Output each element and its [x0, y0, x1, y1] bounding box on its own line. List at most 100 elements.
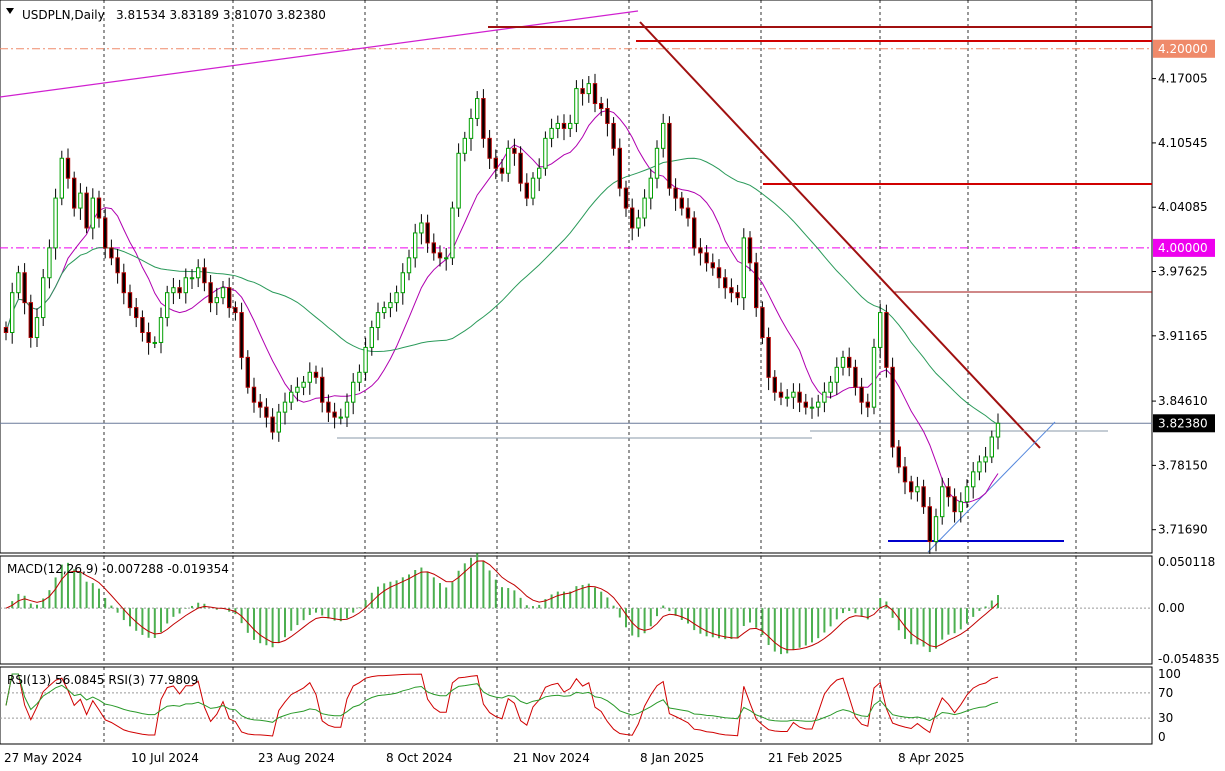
candle-bull [419, 222, 424, 234]
price-tag-label: 4.00000 [1158, 241, 1208, 255]
candle-bull [388, 302, 393, 309]
candle-bear [251, 386, 257, 403]
candle-bull [307, 371, 312, 383]
candle-bull [363, 346, 368, 373]
candle-bull [338, 416, 343, 419]
horizontal-levels [0, 48, 1152, 424]
price-tag: 4.20000 [1153, 39, 1215, 58]
candle-bear [778, 391, 784, 398]
candle-bull [506, 147, 511, 174]
candle-bear [599, 103, 604, 110]
candle-bull [295, 386, 300, 393]
candle-bear [518, 152, 523, 184]
price-axis-label: 4.17005 [1158, 72, 1208, 86]
candle-bear [28, 302, 33, 338]
candle-bull [282, 401, 288, 413]
candle-bear [512, 147, 517, 154]
candle-bull [958, 501, 963, 513]
candle-bull [59, 157, 64, 199]
candle-bear [772, 376, 777, 393]
candle-bear [425, 222, 430, 244]
candle-bear [320, 376, 325, 403]
candle-bull [834, 366, 839, 383]
candle-bear [884, 312, 889, 368]
rsi-label: RSI(13) 56.0845 RSI(3) 77.9809 [7, 673, 198, 687]
candle-bear [685, 207, 691, 219]
candle-bull [648, 177, 653, 199]
macd-signal-line [5, 560, 999, 651]
rsi-pane[interactable]: RSI(13) 56.0845 RSI(3) 77.9809 [0, 666, 1153, 745]
dropdown-triangle-icon[interactable] [6, 8, 14, 14]
candle-bull [375, 312, 381, 329]
candle-bull [357, 371, 362, 383]
price-tag-box [1153, 39, 1215, 58]
candle-bull [468, 117, 474, 139]
candle-bear [611, 122, 616, 149]
candle-bull [394, 292, 399, 304]
candle-bull [10, 292, 15, 333]
candle-bear [592, 83, 598, 105]
ma-long-line [5, 157, 999, 426]
candle-bear [710, 262, 715, 269]
candle-bull [90, 197, 95, 229]
candle-bull [382, 307, 387, 314]
candle-bull [351, 381, 356, 403]
rsi-axis: 100 70 30 0 [1158, 667, 1181, 744]
main-price-pane[interactable]: USDPLN,Daily 3.81534 3.83189 3.81070 3.8… [0, 0, 1153, 554]
candle-bear [332, 411, 337, 418]
candle-bull [152, 341, 157, 344]
descending-trendline [639, 21, 1041, 449]
price-tags: 4.20000 4.00000 3.82380 [1153, 39, 1215, 433]
candle-bear [561, 122, 567, 129]
magenta-trendline [0, 10, 639, 98]
candle-bear [115, 257, 120, 274]
price-axis-label: 3.97625 [1158, 265, 1208, 279]
price-axis-label: 3.78150 [1158, 458, 1208, 472]
candle-bull [189, 277, 195, 280]
candle-bull [450, 207, 455, 259]
rsi-lines [5, 673, 999, 737]
rsi3-line [5, 673, 999, 737]
candle-bear [580, 88, 585, 95]
macd-axis-label: 0.00 [1158, 601, 1185, 615]
price-axis: 4.17005 4.10545 4.04085 3.97625 3.91165 3.846… [1152, 72, 1208, 537]
price-tag: 4.00000 [1153, 238, 1215, 257]
candle-bull [785, 396, 790, 399]
candle-bear [22, 272, 27, 304]
candle-bull [543, 137, 548, 169]
candle-bull [158, 317, 164, 343]
candle-bear [524, 182, 529, 199]
candle-bull [369, 327, 374, 348]
price-axis-label: 3.84610 [1158, 394, 1208, 408]
candle-bull [47, 247, 52, 279]
candle-bear [766, 336, 771, 378]
candle-bull [989, 436, 994, 458]
candle-bull [574, 88, 579, 124]
price-axis-label: 4.10545 [1158, 136, 1208, 150]
chart-drawings [0, 10, 1152, 553]
candle-bear [84, 192, 89, 229]
macd-histogram [11, 553, 999, 655]
candle-bear [109, 247, 114, 259]
candle-bear [103, 217, 108, 249]
candle-bear [890, 366, 895, 448]
candle-bull [816, 401, 821, 408]
candle-bear [3, 327, 9, 333]
candle-bear [227, 287, 232, 309]
candle-bull [977, 461, 982, 473]
candle-bear [493, 157, 498, 169]
candle-bear [859, 386, 864, 403]
macd-label: MACD(12,26,9) -0.007288 -0.019354 [7, 562, 229, 576]
candle-bull [456, 152, 461, 209]
candle-bull [196, 267, 201, 279]
candle-bull [78, 192, 83, 209]
macd-pane[interactable]: MACD(12,26,9) -0.007288 -0.019354 [0, 553, 1153, 665]
price-tag-box [1153, 238, 1215, 257]
price-axis-label: 3.71690 [1158, 523, 1208, 537]
candle-bear [239, 312, 244, 358]
candle-bull [555, 122, 560, 129]
candle-bull [276, 411, 281, 433]
candle-bull [940, 486, 945, 518]
time-axis-label: 10 Jul 2024 [131, 751, 199, 765]
